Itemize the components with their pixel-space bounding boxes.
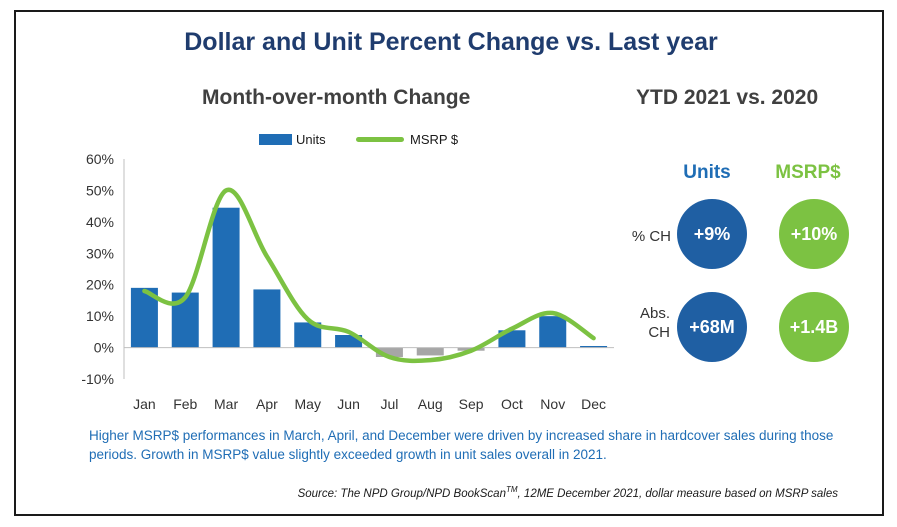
- units-pct-circle: +9%: [677, 199, 747, 269]
- units-bar-aug: [416, 347, 444, 356]
- x-tick-label: Mar: [214, 396, 238, 412]
- msrp-abs-circle: +1.4B: [779, 292, 849, 362]
- y-tick-label: 0%: [94, 340, 114, 356]
- legend-units-label: Units: [296, 131, 326, 147]
- ytd-abs-row-label-line2: CH: [648, 324, 670, 341]
- y-tick-label: 20%: [86, 277, 114, 293]
- y-tick-label: 60%: [86, 151, 114, 167]
- source-note: Source: The NPD Group/NPD BookScanTM, 12…: [298, 485, 838, 500]
- x-tick-label: Aug: [418, 396, 443, 412]
- units-abs-circle: +68M: [677, 292, 747, 362]
- ytd-units-header: Units: [683, 162, 731, 183]
- source-tm: TM: [505, 485, 518, 494]
- ytd-pct-row-label: % CH: [631, 228, 671, 245]
- y-tick-label: 50%: [86, 182, 114, 198]
- msrp-pct-circle: +10%: [779, 199, 849, 269]
- source-text-end: , 12ME December 2021, dollar measure bas…: [517, 487, 838, 500]
- legend-msrp-label: MSRP $: [410, 131, 459, 147]
- legend-msrp-swatch: [356, 136, 404, 142]
- units-bar-feb: [171, 292, 199, 348]
- footnote: Higher MSRP$ performances in March, Apri…: [89, 428, 834, 462]
- chart-title: Dollar and Unit Percent Change vs. Last …: [184, 28, 718, 56]
- ytd-msrp-header: MSRP$: [775, 162, 841, 183]
- x-tick-label: Apr: [256, 396, 278, 412]
- x-tick-label: Jan: [133, 396, 156, 412]
- y-tick-label: 30%: [86, 245, 114, 261]
- source-text: Source: The NPD Group/NPD BookScan: [297, 487, 506, 500]
- x-tick-label: Nov: [540, 396, 565, 412]
- units-bar-nov: [539, 316, 567, 348]
- ytd-abs-row-label-line1: Abs.: [639, 305, 670, 322]
- x-tick-label: Oct: [501, 396, 523, 412]
- x-tick-label: Jun: [337, 396, 360, 412]
- units-bar-dec: [580, 346, 608, 348]
- x-tick-label: Dec: [581, 396, 606, 412]
- left-panel-title: Month-over-month Change: [202, 86, 471, 109]
- ytd-abs-row-label: Abs. CH: [590, 304, 670, 342]
- right-panel-title: YTD 2021 vs. 2020: [636, 86, 819, 109]
- units-bar-jul: [375, 347, 403, 357]
- legend-units-swatch: [259, 133, 292, 145]
- x-tick-label: Jul: [380, 396, 398, 412]
- y-tick-label: 10%: [86, 308, 114, 324]
- units-bar-apr: [253, 289, 281, 348]
- x-tick-label: Sep: [459, 396, 484, 412]
- legend-units: Units: [259, 130, 326, 148]
- x-tick-label: Feb: [173, 396, 197, 412]
- msrp-line: [142, 187, 596, 364]
- units-bar-mar: [212, 207, 240, 348]
- month-over-month-chart: -10% 0% 10% 20% 30% 40% 50% 60% Jan Feb Mar Apr May J…: [81, 151, 614, 412]
- legend-msrp: MSRP $: [356, 130, 458, 148]
- y-tick-label: -10%: [81, 371, 114, 387]
- x-tick-label: May: [295, 396, 321, 412]
- chart-frame: Dollar and Unit Percent Change vs. Last …: [14, 10, 884, 516]
- y-tick-label: 40%: [86, 214, 114, 230]
